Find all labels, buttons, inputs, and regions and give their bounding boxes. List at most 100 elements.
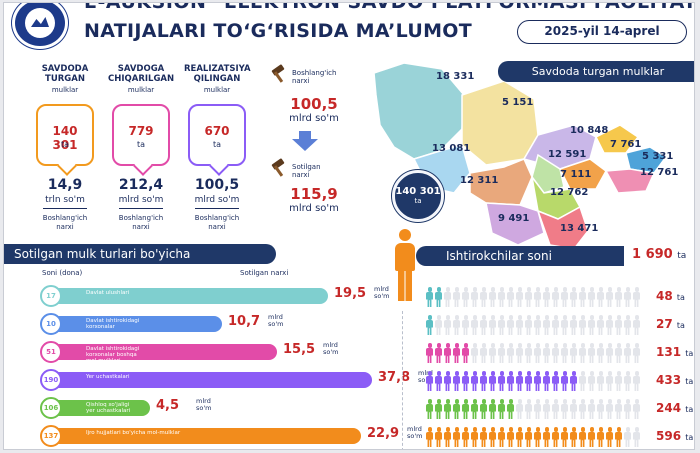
person-icon [516,287,523,307]
person-icon [633,287,640,307]
person-head [445,315,450,320]
person-body [615,348,622,363]
person-body [426,348,433,363]
person-head [625,343,630,348]
person-body [498,292,505,307]
participant-count: 131 ta [656,345,693,359]
person-body [471,376,478,391]
person-icon [597,371,604,391]
stat-subtitle: mulklar [127,86,155,94]
person-body [615,292,622,307]
person-head [427,287,432,292]
person-body [570,376,577,391]
person-icon [498,427,505,447]
person-body [579,432,586,447]
price-summary: Boshlang'ich narxi 100,5 mlrd so'm Sotil… [266,63,384,223]
total-listed-unit: ta [414,197,422,205]
sold-price-label: Sotilgan narxi [292,163,321,179]
person-body [426,376,433,391]
person-head [517,315,522,320]
person-head [535,315,540,320]
person-icon [633,371,640,391]
person-icon [480,287,487,307]
person-icon [444,287,451,307]
person-head [616,287,621,292]
person-icon [498,315,505,335]
person-head [490,399,495,404]
person-head [427,399,432,404]
region-value: 7 111 [560,169,592,180]
person-head [463,399,468,404]
stat-title: SAVDODA TURGAN [41,64,89,84]
person-body [435,404,442,419]
person-body [453,292,460,307]
person-icon [606,399,613,419]
person-icon [435,371,442,391]
sold-type-unit: mlrd so'm [323,341,339,356]
sold-type-label: Yer uchastkalari [86,374,130,380]
person-head [463,371,468,376]
sold-type-label: Davlat ishtirokidagi korxonalar [86,318,140,330]
person-head [454,343,459,348]
person-head [625,399,630,404]
person-body [543,404,550,419]
person-head [481,371,486,376]
person-body [552,320,559,335]
person-body [534,432,541,447]
person-body [624,404,631,419]
person-icon [597,427,604,447]
person-icon [489,427,496,447]
region-shape [604,168,656,194]
person-body [525,348,532,363]
stat-subtitle: mulklar [203,86,231,94]
person-head [463,287,468,292]
person-head [481,343,486,348]
region-value: 12 591 [548,149,587,160]
person-body [633,432,640,447]
person-head [607,315,612,320]
person-body [480,432,487,447]
person-icon [462,427,469,447]
person-head [607,287,612,292]
person-icon [435,343,442,363]
person-head [481,399,486,404]
person-head [463,315,468,320]
person-icon [426,371,433,391]
region-shape [531,153,565,194]
person-body [561,348,568,363]
person-icon [633,399,640,419]
person-head [544,427,549,432]
person-icon [624,343,631,363]
region-value: 13 081 [432,143,471,154]
down-arrow-icon [292,131,318,153]
person-body [462,348,469,363]
person-icon [507,427,514,447]
person-head [472,399,477,404]
person-body [588,376,595,391]
person-body [498,432,505,447]
auction-hammer-icon [270,159,288,177]
person-body [444,376,451,391]
person-icon [534,427,541,447]
person-body [624,376,631,391]
sold-type-value: 37,8 [378,370,411,385]
person-icon [588,427,595,447]
person-head [445,343,450,348]
person-icon [552,371,559,391]
person-body [471,404,478,419]
person-icon [498,343,505,363]
person-body [453,432,460,447]
person-icon [552,427,559,447]
person-body [516,404,523,419]
sold-price-value: 115,9 [290,185,338,203]
person-head [553,287,558,292]
total-listed-value: 140 301 [395,186,441,197]
person-body [462,376,469,391]
person-icon [516,343,523,363]
person-icon [498,371,505,391]
person-body [606,404,613,419]
person-head [508,399,513,404]
person-icon [462,399,469,419]
person-body [480,376,487,391]
person-icon [489,343,496,363]
